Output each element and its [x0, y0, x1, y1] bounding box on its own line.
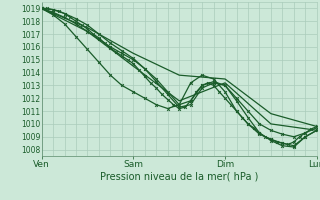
X-axis label: Pression niveau de la mer( hPa ): Pression niveau de la mer( hPa ) [100, 172, 258, 182]
